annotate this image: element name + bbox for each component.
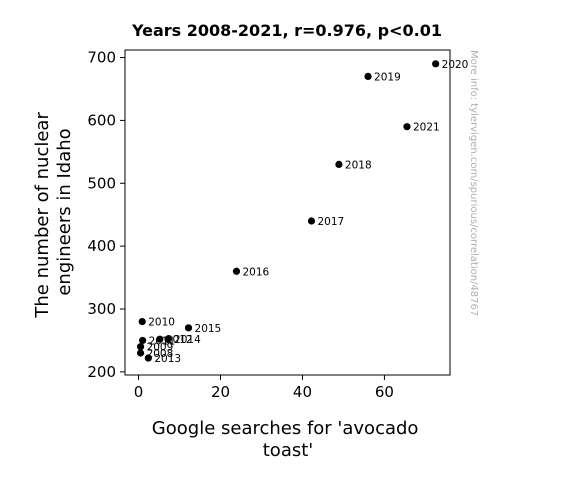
data-point-2017 bbox=[307, 217, 316, 225]
data-point-label-2016: 2016 bbox=[242, 266, 269, 278]
x-axis-ticks: 0 20 40 60 bbox=[134, 375, 394, 401]
data-point-label-2019: 2019 bbox=[374, 71, 401, 83]
y-tick-label: 600 bbox=[87, 111, 116, 129]
y-tick-label: 400 bbox=[87, 237, 116, 255]
data-point-label-2018: 2018 bbox=[345, 159, 372, 171]
data-point-label-2008: 2008 bbox=[147, 348, 174, 360]
data-point-label-2013: 2013 bbox=[154, 353, 181, 365]
chart-title: Years 2008-2021, r=0.976, p<0.01 bbox=[131, 21, 442, 40]
y-axis-label-line-1: The number of nuclear bbox=[32, 112, 53, 319]
y-tick-label: 200 bbox=[87, 363, 116, 381]
data-point-2015 bbox=[184, 324, 193, 332]
y-tick-label: 500 bbox=[87, 174, 116, 192]
x-tick-label: 0 bbox=[134, 383, 144, 401]
data-point-label-2021: 2021 bbox=[413, 122, 440, 134]
data-point-label-2017: 2017 bbox=[317, 216, 344, 228]
x-tick-label: 20 bbox=[211, 383, 230, 401]
y-axis-ticks: 200 300 400 500 600 700 bbox=[87, 49, 125, 381]
x-axis-label-line-2: toast' bbox=[263, 440, 313, 461]
data-point-label-2010: 2010 bbox=[148, 317, 175, 329]
y-tick-label: 300 bbox=[87, 300, 116, 318]
x-tick-label: 60 bbox=[375, 383, 394, 401]
data-point-2009 bbox=[136, 343, 145, 351]
plot-area-frame bbox=[124, 49, 451, 376]
data-points: 2008200920102011201220132014201520162017… bbox=[136, 59, 469, 365]
data-point-label-2009: 2009 bbox=[147, 342, 174, 354]
data-point-2019 bbox=[364, 72, 372, 81]
data-point-2012 bbox=[156, 335, 164, 343]
y-tick-label: 700 bbox=[87, 49, 116, 67]
data-point-label-2015: 2015 bbox=[195, 323, 222, 335]
y-axis-label-line-2: engineers in Idaho bbox=[54, 128, 75, 295]
watermark-text: More info: tylervigen.com/spurious/corre… bbox=[468, 50, 479, 316]
data-point-2013 bbox=[144, 354, 152, 362]
x-tick-label: 40 bbox=[293, 383, 312, 401]
data-point-2010 bbox=[138, 317, 146, 326]
data-point-2011 bbox=[139, 336, 147, 345]
x-axis-label: Google searches for 'avocado toast' bbox=[152, 418, 424, 461]
data-point-2020 bbox=[432, 60, 440, 68]
data-point-2021 bbox=[403, 123, 411, 131]
data-point-2014 bbox=[164, 335, 172, 343]
data-point-label-2020: 2020 bbox=[442, 59, 469, 71]
y-axis-label: The number of nuclear engineers in Idaho bbox=[32, 106, 75, 318]
data-point-label-2012: 2012 bbox=[166, 334, 193, 346]
data-point-2018 bbox=[335, 160, 343, 169]
data-point-2016 bbox=[232, 267, 241, 275]
data-point-2008 bbox=[136, 349, 145, 357]
x-axis-label-line-1: Google searches for 'avocado bbox=[152, 418, 419, 439]
data-point-label-2014: 2014 bbox=[174, 334, 201, 346]
